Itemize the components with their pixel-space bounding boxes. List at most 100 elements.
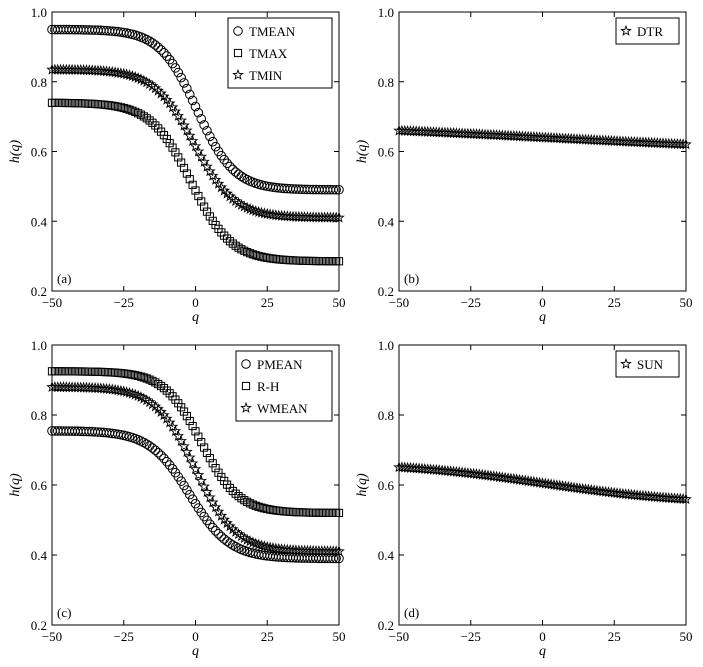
y-tick-label: 1.0 bbox=[31, 338, 47, 353]
data-point bbox=[165, 389, 174, 398]
y-tick-label: 0.6 bbox=[378, 145, 395, 160]
y-tick-label: 0.2 bbox=[31, 618, 47, 633]
data-point bbox=[464, 467, 477, 479]
data-point bbox=[200, 443, 209, 452]
data-point bbox=[202, 448, 212, 458]
data-point bbox=[171, 148, 180, 157]
data-point bbox=[331, 184, 341, 195]
data-point bbox=[476, 468, 489, 480]
data-point bbox=[510, 473, 523, 485]
panel-d: −50 −25 0 25 50 0.2 0.4 0.6 0.8 1.0 q h(q) (d) SUN bbox=[355, 338, 693, 659]
x-tick-label: 0 bbox=[539, 629, 546, 644]
data-point bbox=[631, 489, 644, 501]
data-point bbox=[637, 489, 649, 501]
legend-label: SUN bbox=[637, 357, 664, 372]
data-point bbox=[159, 384, 169, 393]
y-tick-label: 1.0 bbox=[31, 5, 47, 20]
data-point bbox=[192, 145, 205, 157]
y-tick-label: 0.6 bbox=[378, 478, 395, 493]
y-tick-label: 0.4 bbox=[31, 548, 48, 563]
data-point bbox=[251, 251, 260, 260]
y-axis-label: h(q) bbox=[8, 473, 23, 497]
data-point bbox=[245, 499, 255, 508]
data-point bbox=[197, 197, 206, 206]
data-point bbox=[334, 184, 344, 195]
data-point bbox=[625, 488, 638, 500]
data-point bbox=[151, 121, 160, 130]
data-point bbox=[175, 434, 187, 447]
data-point bbox=[493, 471, 506, 483]
data-point bbox=[162, 456, 172, 467]
data-point bbox=[270, 209, 282, 221]
data-point bbox=[122, 104, 131, 113]
data-point bbox=[211, 464, 220, 473]
panel-c: −50 −25 0 25 50 0.2 0.4 0.6 0.8 1.0 q h(q) (c) PMEAN R… bbox=[8, 338, 346, 659]
data-point bbox=[599, 485, 612, 497]
data-point bbox=[216, 531, 227, 542]
data-point bbox=[640, 490, 652, 502]
data-point bbox=[516, 474, 529, 486]
data-point bbox=[206, 169, 219, 181]
series-tmin bbox=[46, 63, 345, 223]
data-point bbox=[156, 381, 166, 391]
data-point bbox=[113, 102, 123, 111]
data-point bbox=[200, 202, 209, 211]
y-axis-label: h(q) bbox=[355, 473, 370, 497]
data-point bbox=[139, 373, 148, 382]
data-point bbox=[219, 154, 229, 165]
data-point bbox=[100, 65, 113, 77]
data-point bbox=[496, 471, 509, 483]
data-point bbox=[106, 65, 119, 77]
data-point bbox=[548, 478, 560, 490]
x-tick-label: −25 bbox=[461, 295, 481, 310]
legend-marker bbox=[233, 26, 243, 36]
data-point bbox=[186, 457, 199, 469]
data-point bbox=[545, 478, 557, 490]
data-point bbox=[236, 171, 247, 182]
panel-label: (a) bbox=[57, 271, 71, 286]
data-point bbox=[579, 483, 592, 495]
data-point bbox=[525, 475, 537, 487]
y-tick-label: 0.6 bbox=[31, 145, 48, 160]
data-point bbox=[254, 251, 263, 261]
data-point bbox=[97, 65, 110, 77]
y-tick-label: 1.0 bbox=[378, 338, 394, 353]
data-point bbox=[191, 186, 200, 195]
x-tick-label: 50 bbox=[333, 629, 346, 644]
data-point bbox=[436, 464, 448, 476]
data-point bbox=[231, 489, 240, 498]
data-point bbox=[467, 467, 480, 479]
data-point bbox=[134, 371, 143, 380]
data-point bbox=[187, 95, 198, 106]
data-point bbox=[450, 465, 463, 477]
data-point bbox=[185, 175, 194, 184]
data-point bbox=[444, 465, 457, 477]
data-point bbox=[456, 466, 468, 478]
y-tick-label: 1.0 bbox=[378, 5, 394, 20]
data-point bbox=[205, 131, 215, 142]
data-point bbox=[175, 114, 187, 126]
data-point bbox=[453, 466, 466, 478]
y-tick-label: 0.8 bbox=[378, 75, 394, 90]
data-point bbox=[131, 107, 140, 116]
data-point bbox=[237, 245, 246, 254]
x-tick-label: −50 bbox=[42, 629, 62, 644]
data-point bbox=[195, 150, 208, 162]
data-point bbox=[591, 484, 603, 496]
data-point bbox=[103, 65, 116, 77]
data-point bbox=[199, 120, 209, 130]
data-point bbox=[441, 465, 454, 477]
data-point bbox=[168, 143, 177, 152]
data-point bbox=[172, 429, 185, 441]
legend-box bbox=[227, 17, 333, 89]
data-point bbox=[139, 437, 149, 448]
data-point bbox=[628, 489, 641, 501]
data-point bbox=[182, 412, 191, 421]
data-point bbox=[205, 212, 214, 221]
data-point bbox=[439, 464, 451, 476]
data-point bbox=[260, 504, 269, 513]
data-point bbox=[502, 472, 514, 484]
panel-b: −50 −25 0 25 50 0.2 0.4 0.6 0.8 1.0 q h(q) (b) DTR bbox=[355, 5, 693, 325]
x-axis-label: q bbox=[539, 310, 546, 325]
data-point bbox=[680, 493, 692, 505]
